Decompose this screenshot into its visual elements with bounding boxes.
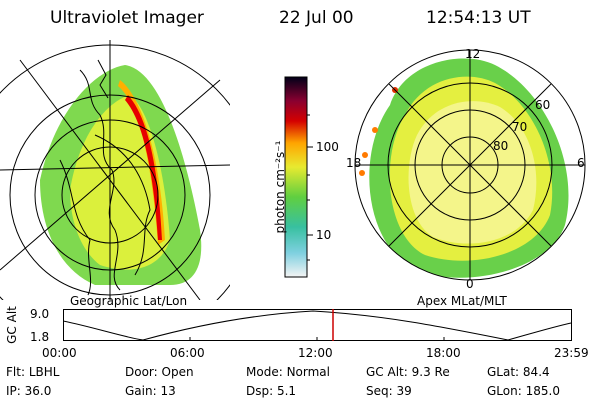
left-panel-label: Geographic Lat/Lon	[70, 294, 188, 308]
status-gcalt-value: 9.3 Re	[411, 365, 450, 379]
status-seq-value: 39	[396, 384, 412, 398]
status-glon-value: 185.0	[525, 384, 560, 398]
timeline-frame	[63, 309, 572, 341]
app-title: Ultraviolet Imager	[50, 8, 204, 28]
timeline-xtick-0: 00:00	[42, 346, 77, 360]
timeline-xtick-2: 12:00	[298, 346, 333, 360]
coastline	[79, 69, 121, 291]
timeline-plot	[63, 309, 572, 341]
mlt-label-18: 18	[346, 156, 362, 170]
mlat-label-70: 70	[512, 120, 528, 134]
mlt-label-6: 6	[577, 156, 585, 170]
mlt-label-12: 12	[465, 47, 481, 61]
mlat-label-60: 60	[535, 98, 551, 112]
status-ip: IP: 36.0	[6, 384, 52, 398]
status-door: Door: Open	[125, 365, 194, 379]
status-seq: Seq: 39	[366, 384, 412, 398]
status-gain: Gain: 13	[125, 384, 176, 398]
status-door-value: Open	[161, 365, 194, 379]
colorbar-unit-label: photon cm⁻²s⁻¹	[273, 140, 287, 234]
status-flt: Flt: LBHL	[6, 365, 60, 379]
status-mode-value: Normal	[286, 365, 330, 379]
status-glat: GLat: 84.4	[487, 365, 550, 379]
status-glat-value: 84.4	[522, 365, 550, 379]
right-panel-label: Apex MLat/MLT	[417, 294, 507, 308]
timeline-ytick-9: 9.0	[30, 307, 50, 321]
colorbar-tick-label-100: 100	[316, 140, 339, 154]
status-dsp-value: 5.1	[276, 384, 297, 398]
altitude-curve	[63, 310, 572, 341]
status-gcalt: GC Alt: 9.3 Re	[366, 365, 450, 379]
image-date: 22 Jul 00	[279, 8, 354, 28]
polar-mlt-panel	[354, 49, 586, 281]
status-gain-value: 13	[160, 384, 176, 398]
image-time: 12:54:13 UT	[426, 8, 531, 28]
status-ip-value: 36.0	[24, 384, 52, 398]
geographic-map-panel	[0, 40, 230, 300]
status-mode: Mode: Normal	[246, 365, 330, 379]
mlt-label-0: 0	[466, 277, 474, 291]
timeline-xtick-4: 23:59	[554, 346, 589, 360]
status-dsp: Dsp: 5.1	[246, 384, 297, 398]
colorbar	[284, 76, 313, 278]
timeline-ytick-1.8: 1.8	[30, 330, 50, 344]
mlat-label-80: 80	[493, 139, 509, 153]
status-glon: GLon: 185.0	[487, 384, 560, 398]
colorbar-tick-label-10: 10	[316, 228, 332, 242]
colorbar-gradient	[284, 76, 308, 278]
timeline-xtick-3: 18:00	[426, 346, 461, 360]
timeline-axis-label: GC Alt	[4, 306, 19, 344]
timeline-xtick-1: 06:00	[170, 346, 205, 360]
status-flt-value: LBHL	[28, 365, 60, 379]
